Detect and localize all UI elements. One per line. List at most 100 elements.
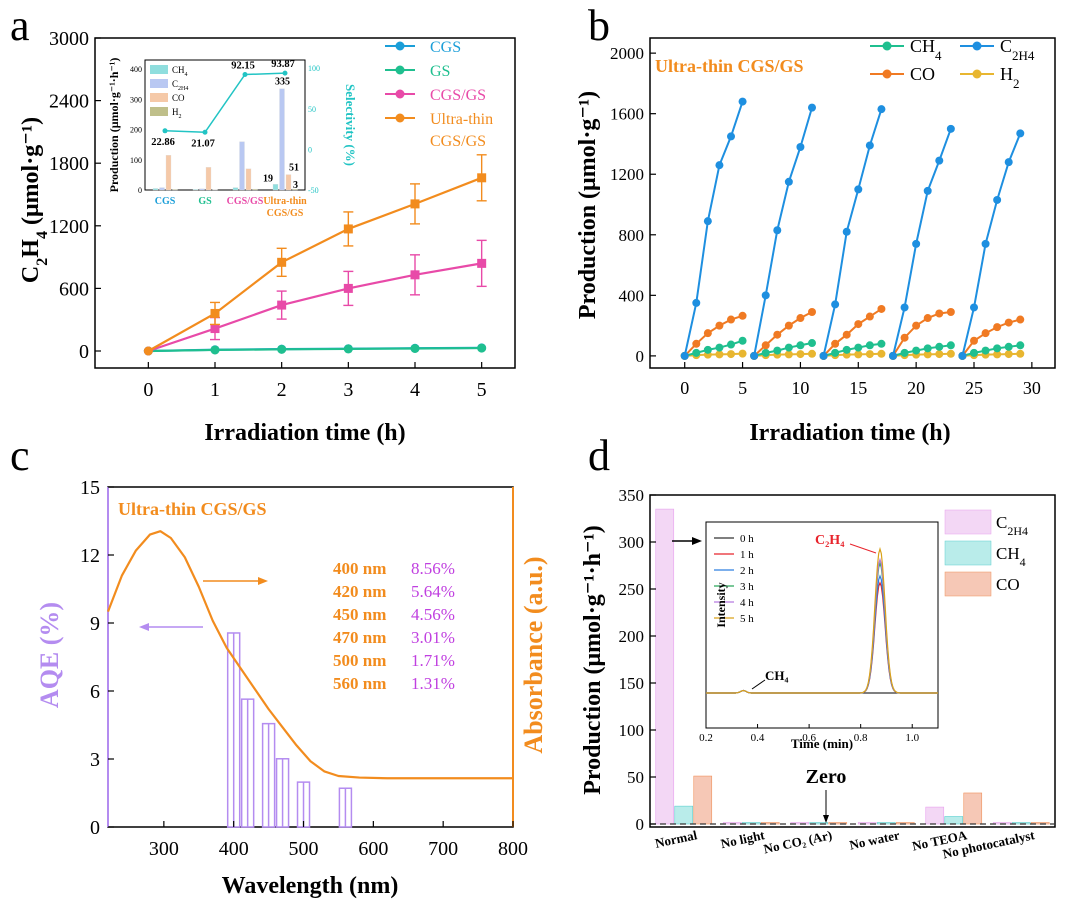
cycle-point-c2h4 (727, 132, 735, 141)
cycle-point-ch4 (773, 346, 782, 355)
wavelength-label: 400 nm (333, 559, 386, 578)
cycle-point-c2h4 (692, 298, 701, 307)
inset-a-category-2: CGS/GS (267, 208, 304, 219)
selectivity-point (282, 70, 288, 76)
panel-c-ylabel: AQE (%) (35, 602, 64, 708)
cycle-line-c2h4 (683, 101, 744, 357)
legend-label-cgsgs: CGS/GS (430, 87, 486, 104)
cycle-point-h2 (796, 350, 805, 359)
inset-d-ylabel: Intensity (714, 582, 728, 627)
series-line-ultra (147, 176, 483, 352)
legend-marker-cgsgs (395, 89, 405, 99)
panel-b-ylabel: Production (μmol·g⁻¹) (575, 91, 601, 319)
cycle-point-c2h4 (738, 97, 747, 106)
cycle-point-co (981, 329, 990, 338)
panel-d-ytick-label: 300 (619, 533, 645, 552)
cycle-point-ch4 (854, 343, 863, 352)
inset-bar-c2h4 (159, 187, 165, 191)
selectivity-point (162, 128, 168, 134)
panel-c-ytick-label: 6 (90, 681, 100, 703)
panel-c-xtick-label: 500 (289, 838, 319, 860)
cycle-point-co (970, 336, 978, 345)
inset-a-ytick: 200 (130, 126, 142, 135)
inset-bar-ch4 (152, 188, 159, 191)
inset-bar-c2h4 (199, 188, 205, 191)
cycle-point-c2h4 (819, 351, 828, 360)
panel-b-legend-label: CH4 (910, 36, 942, 63)
panel-d-category-label: Normal (654, 827, 699, 851)
panel-b-legend-marker (972, 41, 982, 51)
panel-d-ytick-label: 150 (619, 674, 645, 693)
panel-c-xtick-label: 400 (219, 838, 249, 860)
cycle-point-c2h4 (784, 177, 793, 186)
inset-bar-co (245, 168, 252, 191)
panel-a-ytick-label: 1200 (49, 216, 89, 238)
cycle-point-h2 (946, 349, 955, 358)
panel-d-legend-swatch (944, 509, 992, 535)
cycle-point-ch4 (808, 339, 816, 348)
cycle-point-c2h4 (912, 239, 921, 248)
panel-a-xtick-label: 3 (343, 379, 353, 401)
cycle-point-ch4 (981, 346, 990, 355)
cycle-point-c2h4 (808, 103, 816, 112)
panel-letter-a: a (10, 1, 30, 50)
cycle-point-ch4 (1016, 341, 1025, 350)
cycle-point-c2h4 (831, 300, 840, 309)
panel-d-ytick-label: 250 (619, 580, 645, 599)
panel-d-legend-label: CO (996, 575, 1020, 594)
inset-a-ylabel: Production (μmol·g⁻¹·h⁻¹) (107, 58, 121, 193)
inset-pointer-arrow (672, 537, 702, 545)
cycle-point-ch4 (912, 346, 921, 355)
wavelength-label: 420 nm (333, 582, 386, 601)
cycle-point-c2h4 (715, 161, 724, 170)
panel-d-bar-CO (693, 775, 713, 825)
cycle-point-h2 (1016, 349, 1025, 358)
point-ultra (210, 308, 220, 318)
cycle-point-ch4 (796, 341, 805, 350)
panel-d-bar-CH4 (809, 822, 829, 825)
panel-b-legend-marker (882, 69, 892, 79)
cycle-point-h2 (808, 349, 816, 358)
panel-d-ylabel: Production (μmol·g⁻¹·h⁻¹) (580, 525, 606, 795)
cycle-point-co (877, 304, 886, 313)
cycle-point-co (796, 314, 805, 323)
zero-label: Zero (806, 766, 847, 788)
cycle-point-c2h4 (935, 156, 944, 165)
legend-marker-cgs (395, 41, 405, 51)
cycle-point-c2h4 (900, 303, 909, 312)
inset-bar-c2h4 (279, 88, 285, 191)
panel-a-xlabel: Irradiation time (h) (204, 420, 405, 446)
panel-b-xtick-label: 20 (907, 378, 925, 398)
inset-a-y2tick: 50 (308, 105, 316, 114)
panel-d-bar-CH4 (876, 822, 896, 825)
cycle-point-c2h4 (970, 303, 978, 312)
panel-d-ytick-label: 50 (627, 768, 644, 787)
series-line-gs (148, 346, 482, 353)
panel-d-bar-CH4 (674, 805, 694, 825)
point-cgsgs (210, 324, 220, 334)
point-ultra (343, 224, 353, 234)
cycle-point-co (703, 329, 712, 338)
panel-b-ytick-label: 1200 (610, 165, 644, 184)
panel-d-inset: 0.2 0.4 0.6 0.8 1.0 0 h 1 h 2 h 3 h 4 h 5 h Time … (699, 521, 939, 751)
panel-c-xlabel: Wavelength (nm) (222, 873, 399, 899)
panel-b-xtick-label: 25 (965, 378, 983, 398)
absorbance-arrow (203, 577, 268, 585)
wavelength-label: 450 nm (333, 605, 386, 624)
point-ultra (143, 346, 153, 356)
cycle-point-ch4 (877, 339, 886, 348)
panel-c-ytick-label: 12 (80, 545, 100, 567)
zero-arrow (823, 790, 829, 823)
inset-d-xtick-label: 1.0 (905, 732, 919, 744)
inset-a-category: Ultra-thin (263, 196, 307, 207)
panel-b-xtick-label: 15 (849, 378, 867, 398)
inset-a-legend-swatch (150, 107, 168, 116)
inset-a-frame (144, 59, 306, 191)
series-line-cgsgs (147, 262, 482, 353)
cycle-point-co (935, 309, 944, 318)
inset-a-y2tick: -50 (308, 186, 319, 195)
inset-d-xtick-label: 0.6 (802, 732, 816, 744)
cycle-point-h2 (784, 350, 793, 359)
cycle-point-co (900, 333, 909, 342)
cycle-point-h2 (738, 349, 747, 358)
